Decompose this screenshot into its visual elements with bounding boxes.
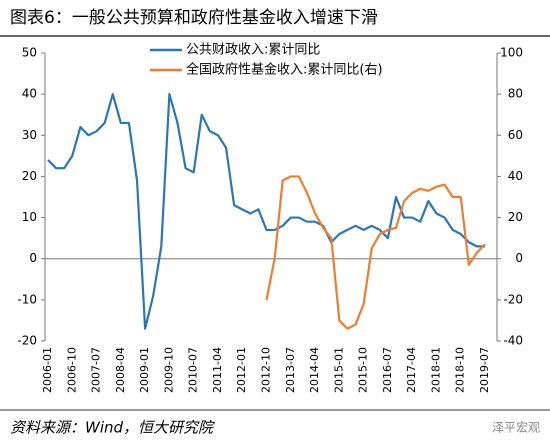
y2-tick-label: 100 [500, 46, 523, 60]
legend-label: 全国政府性基金收入:累计同比(右) [186, 62, 383, 78]
x-tick-label: 2015-10 [357, 347, 370, 393]
y2-tick-label: 80 [508, 87, 523, 101]
source: 资料来源：Wind，恒大研究院 [10, 419, 215, 437]
x-tick-label: 2017-04 [405, 347, 418, 393]
x-tick-label: 2018-10 [454, 347, 467, 393]
series-line [265, 175, 486, 330]
y2-tick-label: 60 [508, 128, 523, 142]
x-tick-label: 2011-04 [211, 347, 224, 393]
chart-title: 图表6：一般公共预算和政府性基金收入增速下滑 [10, 8, 378, 28]
y2-tick-label: -40 [503, 334, 523, 348]
watermark: 泽平宏观 [492, 420, 540, 435]
y-tick-label: 0 [29, 251, 37, 265]
x-tick-label: 2009-01 [138, 347, 151, 393]
x-tick-label: 2006-01 [41, 347, 54, 393]
x-tick-label: 2009-10 [162, 347, 175, 393]
x-tick-label: 2012-01 [235, 347, 248, 393]
x-tick-label: 2015-01 [332, 347, 345, 393]
y2-tick-label: 0 [515, 251, 523, 265]
y-tick-label: 10 [22, 210, 37, 224]
y-tick-label: 20 [22, 169, 37, 183]
x-tick-label: 2007-07 [90, 347, 103, 393]
y-tick-label: -10 [17, 292, 37, 306]
y-tick-label: 40 [22, 87, 37, 101]
x-tick-label: 2016-07 [381, 347, 394, 393]
y-tick-label: 50 [22, 46, 37, 60]
x-tick-label: 2019-07 [478, 347, 491, 393]
x-tick-label: 2008-04 [114, 347, 127, 393]
x-tick-label: 2013-07 [284, 347, 297, 393]
x-tick-label: 2018-01 [429, 347, 442, 393]
y-tick-label: 30 [22, 128, 37, 142]
series-line [47, 93, 485, 330]
y2-tick-label: 20 [508, 210, 523, 224]
x-tick-label: 2012-10 [260, 347, 273, 393]
x-tick-label: 2014-04 [308, 347, 321, 393]
y2-tick-label: -20 [503, 292, 523, 306]
x-tick-label: 2010-07 [187, 347, 200, 393]
legend-label: 公共财政收入:累计同比 [186, 43, 320, 58]
x-tick-label: 2006-10 [65, 347, 78, 393]
y-tick-label: -20 [17, 334, 37, 348]
y2-tick-label: 40 [508, 169, 523, 183]
